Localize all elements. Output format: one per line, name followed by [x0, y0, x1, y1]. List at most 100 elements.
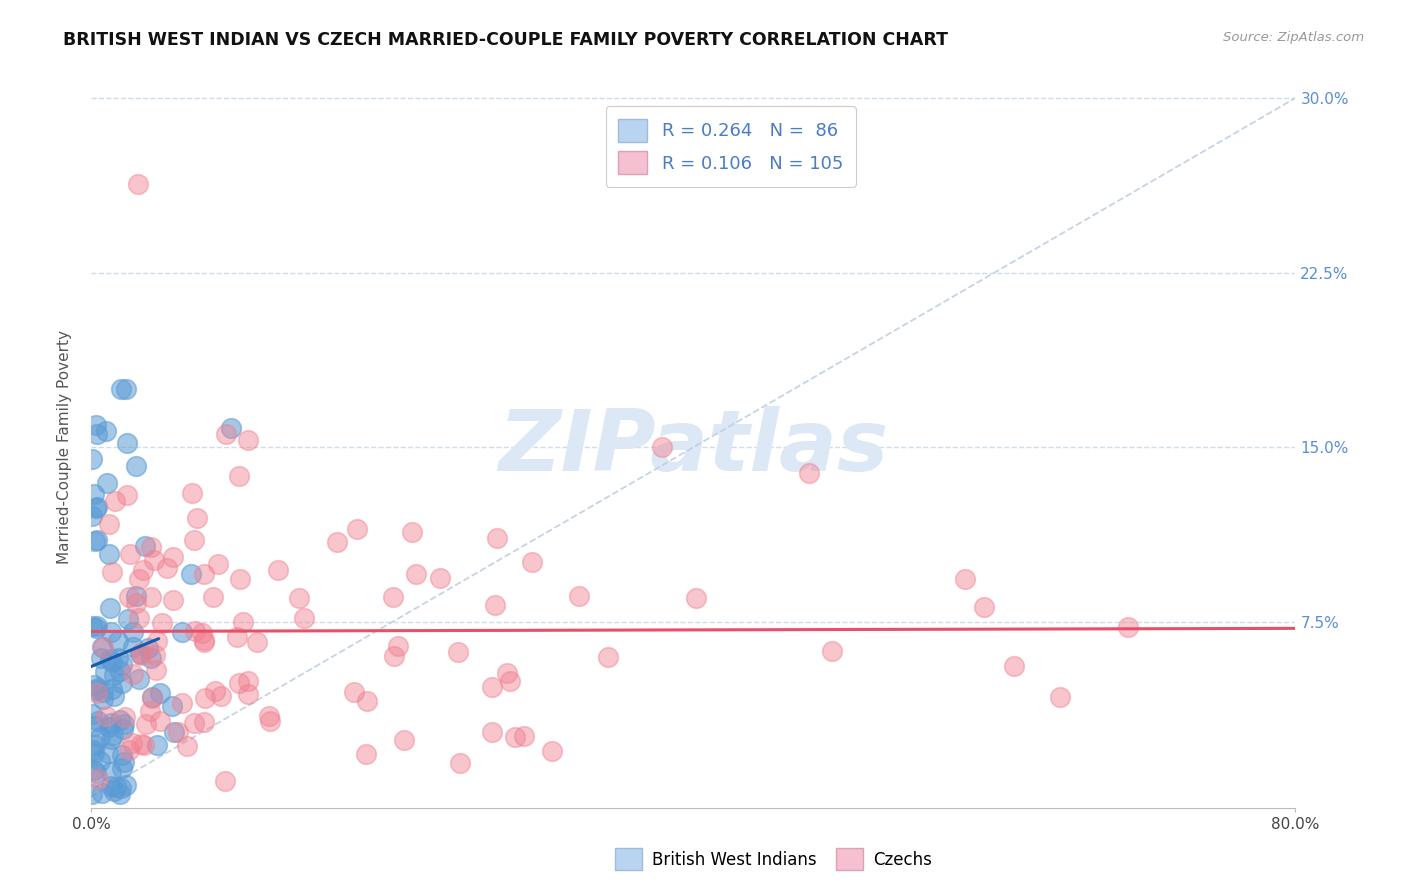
Point — [167, 724, 190, 739]
Point — [481, 680, 503, 694]
Point — [94, 709, 117, 723]
Point — [84, 418, 107, 433]
Point — [598, 649, 620, 664]
Point — [125, 459, 148, 474]
Point — [108, 713, 131, 727]
Point — [449, 756, 471, 770]
Point — [180, 566, 202, 581]
Point — [1002, 659, 1025, 673]
Point — [292, 611, 315, 625]
Point — [651, 440, 673, 454]
Point — [84, 533, 107, 548]
Point — [381, 591, 404, 605]
Point — [181, 486, 204, 500]
Point — [100, 625, 122, 640]
Point — [91, 685, 114, 699]
Point — [238, 673, 260, 688]
Point — [498, 674, 520, 689]
Point — [124, 596, 146, 610]
Point — [139, 591, 162, 605]
Point — [86, 619, 108, 633]
Point — [821, 644, 844, 658]
Point — [111, 747, 134, 762]
Point — [343, 685, 366, 699]
Point — [226, 630, 249, 644]
Point — [124, 589, 146, 603]
Point — [496, 665, 519, 680]
Point — [97, 746, 120, 760]
Point — [202, 591, 225, 605]
Point — [129, 646, 152, 660]
Point — [122, 666, 145, 681]
Point — [98, 600, 121, 615]
Point — [228, 676, 250, 690]
Point — [115, 436, 138, 450]
Point — [513, 729, 536, 743]
Point — [91, 692, 114, 706]
Point — [112, 756, 135, 770]
Point — [219, 421, 242, 435]
Point — [183, 533, 205, 548]
Point — [128, 672, 150, 686]
Point — [87, 772, 110, 786]
Point — [110, 780, 132, 795]
Point — [105, 780, 128, 795]
Point — [84, 766, 107, 780]
Point — [141, 690, 163, 705]
Point — [259, 714, 281, 728]
Point — [96, 475, 118, 490]
Point — [401, 524, 423, 539]
Point — [121, 640, 143, 654]
Point — [1049, 690, 1071, 705]
Point — [83, 678, 105, 692]
Point — [541, 744, 564, 758]
Point — [139, 540, 162, 554]
Point — [82, 743, 104, 757]
Point — [356, 694, 378, 708]
Point — [83, 719, 105, 733]
Point — [101, 566, 124, 580]
Point — [86, 621, 108, 635]
Point — [82, 706, 104, 721]
Point — [117, 612, 139, 626]
Point — [257, 709, 280, 723]
Point — [183, 624, 205, 638]
Point — [485, 532, 508, 546]
Point — [115, 382, 138, 396]
Point — [193, 567, 215, 582]
Point — [127, 177, 149, 191]
Point — [136, 640, 159, 655]
Point — [505, 730, 527, 744]
Point — [107, 651, 129, 665]
Y-axis label: Married-Couple Family Poverty: Married-Couple Family Poverty — [58, 330, 72, 565]
Point — [973, 599, 995, 614]
Point — [82, 619, 104, 633]
Point — [163, 725, 186, 739]
Point — [228, 469, 250, 483]
Point — [446, 644, 468, 658]
Point — [143, 553, 166, 567]
Text: BRITISH WEST INDIAN VS CZECH MARRIED-COUPLE FAMILY POVERTY CORRELATION CHART: BRITISH WEST INDIAN VS CZECH MARRIED-COU… — [63, 31, 948, 49]
Point — [183, 716, 205, 731]
Legend: British West Indians, Czechs: British West Indians, Czechs — [609, 842, 938, 877]
Point — [83, 746, 105, 760]
Point — [83, 486, 105, 500]
Point — [111, 658, 134, 673]
Point — [86, 500, 108, 514]
Point — [104, 494, 127, 508]
Point — [114, 778, 136, 792]
Point — [90, 786, 112, 800]
Point — [129, 737, 152, 751]
Point — [131, 563, 153, 577]
Point — [568, 589, 591, 603]
Point — [139, 651, 162, 665]
Point — [128, 611, 150, 625]
Point — [112, 722, 135, 736]
Point — [86, 533, 108, 547]
Point — [82, 508, 104, 523]
Point — [236, 687, 259, 701]
Point — [193, 714, 215, 729]
Point — [955, 572, 977, 586]
Point — [110, 382, 132, 396]
Point — [429, 570, 451, 584]
